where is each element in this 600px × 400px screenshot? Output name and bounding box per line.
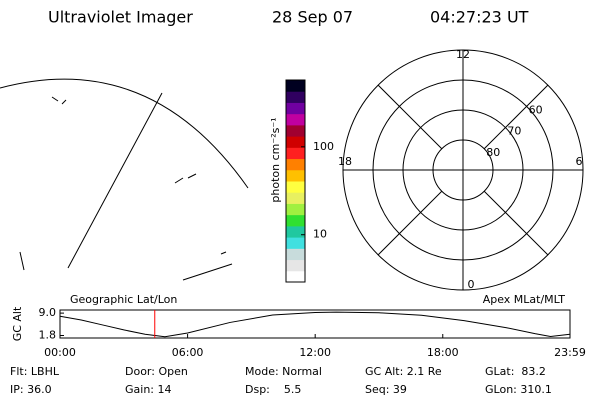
colorbar-swatch xyxy=(286,225,305,238)
colorbar-swatch xyxy=(286,158,305,171)
colorbar-swatch xyxy=(286,124,305,137)
alt-ytick-label: 9.0 xyxy=(39,306,57,319)
colorbar-swatch xyxy=(286,102,305,115)
alt-frame xyxy=(59,309,571,339)
colorbar-swatch xyxy=(286,80,305,92)
info-field: Seq: 39 xyxy=(365,383,407,396)
info-field: IP: 36.0 xyxy=(10,383,52,396)
lat-label: 70 xyxy=(507,125,521,138)
alt-title-left: Geographic Lat/Lon xyxy=(70,293,177,306)
lat-label: 60 xyxy=(529,103,543,116)
info-field: Dsp: 5.5 xyxy=(245,383,301,396)
colorbar-swatch xyxy=(286,169,305,182)
alt-xtick-label: 18:00 xyxy=(427,346,459,359)
colorbar-tick-label: 10 xyxy=(313,228,327,241)
colorbar-swatch xyxy=(286,113,305,126)
alt-title-right: Apex MLat/MLT xyxy=(483,293,566,306)
alt-ylabel: GC Alt xyxy=(11,306,24,341)
mlt-label: 18 xyxy=(338,155,352,168)
colorbar-swatch xyxy=(286,91,305,103)
colorbar-swatch xyxy=(286,147,305,160)
info-field: Mode: Normal xyxy=(245,365,322,378)
instrument-title: Ultraviolet Imager xyxy=(48,8,193,27)
alt-xtick-label: 12:00 xyxy=(299,346,331,359)
mlt-diagonal xyxy=(377,84,443,150)
colorbar-swatch xyxy=(286,192,305,204)
colorbar-swatch xyxy=(286,181,305,193)
colorbar-swatch xyxy=(286,214,305,227)
info-field: Gain: 14 xyxy=(125,383,172,396)
mlt-label: 0 xyxy=(468,278,475,291)
colorbar-swatch xyxy=(286,136,305,148)
mlt-label: 12 xyxy=(456,48,470,61)
info-field: Door: Open xyxy=(125,365,188,378)
alt-xtick-label: 00:00 xyxy=(44,346,76,359)
colorbar-swatch xyxy=(286,270,305,283)
colorbar-tick-label: 100 xyxy=(313,140,334,153)
mlt-diagonal xyxy=(377,190,443,256)
colorbar-swatch xyxy=(286,203,305,216)
mlt-diagonal xyxy=(483,190,549,256)
info-field: GLat: 83.2 xyxy=(485,365,546,378)
colorbar-label: photon cm⁻²s⁻¹ xyxy=(269,117,282,202)
colorbar-swatch xyxy=(286,248,305,261)
alt-xtick-label: 23:59 xyxy=(554,346,586,359)
info-field: GLon: 310.1 xyxy=(485,383,552,396)
time: 04:27:23 UT xyxy=(430,8,529,27)
info-field: GC Alt: 2.1 Re xyxy=(365,365,442,378)
alt-xtick-label: 06:00 xyxy=(172,346,204,359)
colorbar-swatch xyxy=(286,237,305,249)
info-field: Flt: LBHL xyxy=(10,365,60,378)
lat-label: 80 xyxy=(486,146,500,159)
alt-ytick-label: 1.8 xyxy=(39,329,57,342)
colorbar-frame xyxy=(285,79,306,283)
mlt-label: 6 xyxy=(576,155,583,168)
mlt-diagonal xyxy=(483,84,549,150)
alt-curve xyxy=(59,311,571,338)
colorbar-swatch xyxy=(286,259,305,272)
date: 28 Sep 07 xyxy=(272,8,353,27)
map-lines xyxy=(0,78,249,281)
